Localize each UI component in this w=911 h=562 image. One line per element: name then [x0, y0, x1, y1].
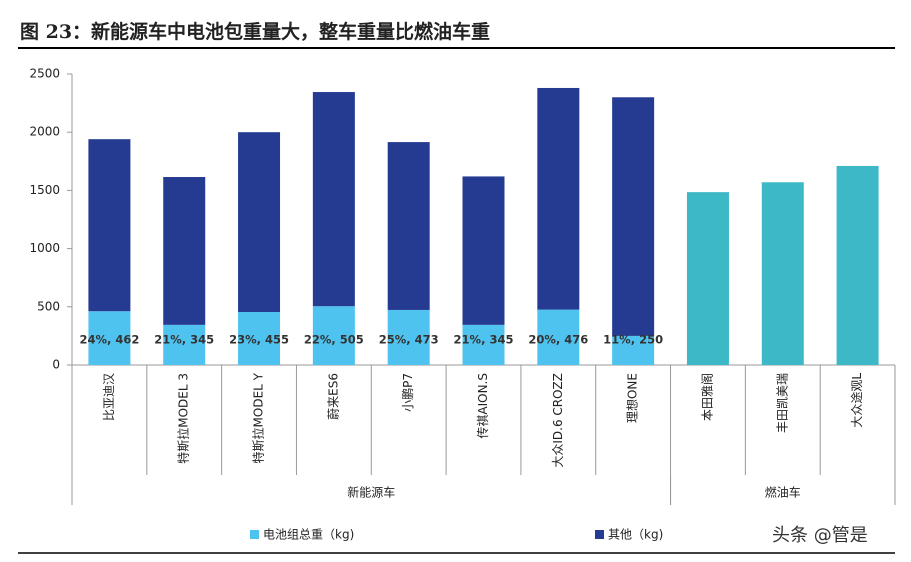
bar — [238, 312, 281, 365]
x-tick-label: 特斯拉MODEL Y — [251, 372, 266, 463]
y-tick-label: 2500 — [29, 67, 60, 81]
data-label: 21%, 345 — [454, 333, 514, 347]
data-label: 21%, 345 — [154, 333, 214, 347]
bar — [686, 192, 729, 365]
x-tick-label: 特斯拉MODEL 3 — [176, 373, 191, 464]
bar — [312, 306, 355, 365]
data-label: 22%, 505 — [304, 333, 364, 347]
group-label: 新能源车 — [347, 485, 395, 500]
y-tick-label: 2000 — [29, 125, 60, 139]
y-tick-label: 1000 — [29, 241, 60, 255]
legend-label: 其他（kg) — [608, 528, 663, 542]
bar — [387, 309, 430, 365]
x-tick-label: 传祺AION.S — [475, 373, 490, 439]
x-tick-label: 大众ID.6 CROZZ — [551, 373, 565, 468]
bar — [88, 139, 131, 312]
bar — [462, 176, 505, 325]
watermark: 头条 @管是 — [772, 525, 868, 546]
legend-swatch — [595, 530, 604, 539]
bar — [312, 92, 355, 307]
x-tick-label: 大众途观L — [849, 373, 864, 428]
y-tick-label: 0 — [52, 358, 60, 372]
bar — [238, 132, 281, 313]
bar — [163, 324, 206, 365]
bar — [612, 335, 655, 365]
x-tick-label: 小鹏P7 — [401, 373, 415, 412]
bar — [612, 97, 655, 336]
bar — [163, 177, 206, 325]
data-label: 11%, 250 — [603, 333, 663, 347]
bar — [387, 142, 430, 310]
legend-label: 电池组总重（kg) — [263, 528, 354, 542]
bar — [836, 165, 879, 365]
chart-title: 图 23：新能源车中电池包重量大，整车重量比燃油车重 — [20, 20, 490, 43]
x-tick-label: 比亚迪汉 — [102, 373, 116, 421]
bar — [537, 87, 580, 310]
y-tick-label: 1500 — [29, 183, 60, 197]
data-label: 24%, 462 — [79, 333, 139, 347]
x-tick-label: 丰田凯美瑞 — [775, 373, 789, 433]
x-tick-label: 本田雅阁 — [699, 373, 714, 421]
legend-swatch — [250, 530, 259, 539]
bar — [761, 182, 804, 365]
x-tick-label: 理想ONE — [625, 373, 640, 423]
group-label: 燃油车 — [765, 485, 801, 500]
y-tick-label: 500 — [37, 299, 60, 313]
bar — [462, 324, 505, 365]
bar — [88, 311, 131, 365]
data-label: 23%, 455 — [229, 333, 289, 347]
data-label: 20%, 476 — [528, 333, 588, 347]
x-tick-label: 蔚来ES6 — [326, 373, 340, 420]
data-label: 25%, 473 — [379, 333, 439, 347]
bar — [537, 309, 580, 365]
